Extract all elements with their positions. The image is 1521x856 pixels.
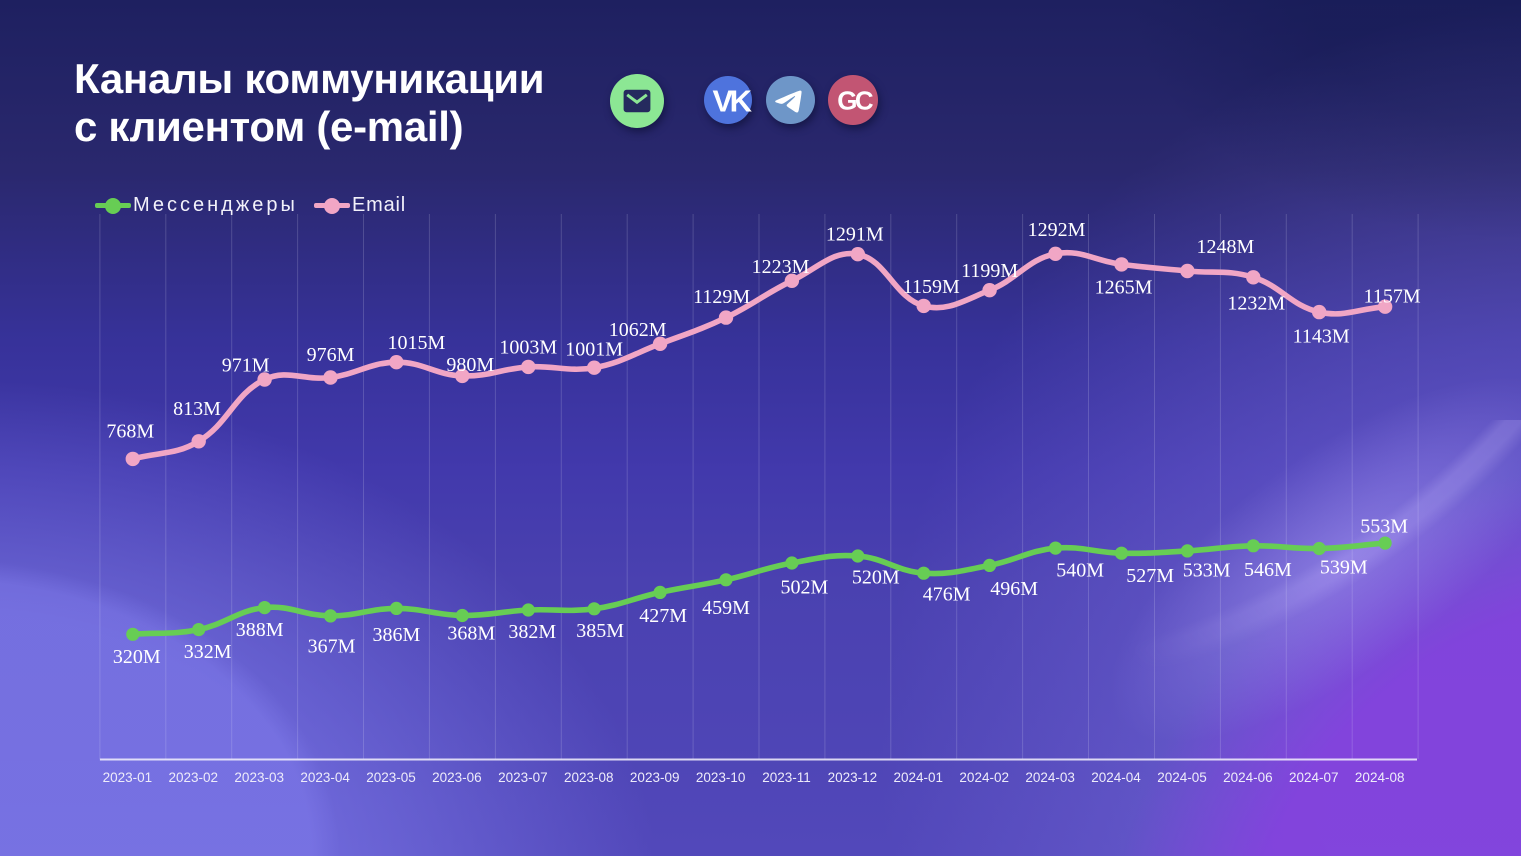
- svg-text:367M: 367M: [308, 635, 356, 657]
- svg-text:2023-07: 2023-07: [498, 770, 548, 785]
- svg-text:533M: 533M: [1183, 560, 1231, 582]
- svg-text:971M: 971M: [222, 355, 270, 377]
- svg-text:2023-12: 2023-12: [828, 770, 878, 785]
- svg-text:386M: 386M: [373, 624, 421, 646]
- svg-text:388M: 388M: [236, 619, 284, 641]
- svg-text:2024-06: 2024-06: [1223, 770, 1273, 785]
- svg-text:1143M: 1143M: [1293, 326, 1350, 348]
- svg-text:459M: 459M: [702, 597, 750, 619]
- svg-text:2024-02: 2024-02: [959, 770, 1009, 785]
- svg-text:976M: 976M: [307, 344, 355, 366]
- svg-text:2023-08: 2023-08: [564, 770, 614, 785]
- svg-text:502M: 502M: [781, 577, 829, 599]
- svg-text:1159M: 1159M: [903, 276, 960, 298]
- svg-text:1129M: 1129M: [693, 286, 750, 308]
- svg-text:2024-07: 2024-07: [1289, 770, 1339, 785]
- svg-text:2023-11: 2023-11: [762, 770, 811, 785]
- svg-text:553M: 553M: [1360, 516, 1408, 538]
- svg-text:2023-04: 2023-04: [300, 770, 350, 785]
- svg-text:2023-05: 2023-05: [366, 770, 416, 785]
- svg-text:2024-04: 2024-04: [1091, 770, 1141, 785]
- svg-text:368M: 368M: [447, 622, 495, 644]
- svg-text:1199M: 1199M: [961, 260, 1018, 282]
- svg-text:2023-06: 2023-06: [432, 770, 482, 785]
- svg-text:540M: 540M: [1056, 560, 1104, 582]
- svg-text:1157M: 1157M: [1364, 286, 1421, 308]
- svg-text:1001M: 1001M: [565, 338, 623, 360]
- svg-text:1248M: 1248M: [1197, 236, 1255, 258]
- svg-text:GC: GC: [837, 85, 874, 115]
- svg-text:1223M: 1223M: [752, 256, 810, 278]
- svg-text:1015M: 1015M: [388, 332, 446, 354]
- svg-text:813M: 813M: [173, 398, 221, 420]
- svg-text:1003M: 1003M: [499, 336, 557, 358]
- svg-text:427M: 427M: [639, 605, 687, 627]
- svg-text:768M: 768M: [106, 421, 154, 443]
- svg-text:2023-02: 2023-02: [169, 770, 219, 785]
- svg-text:2024-01: 2024-01: [894, 770, 944, 785]
- svg-text:2023-01: 2023-01: [103, 770, 153, 785]
- svg-text:385M: 385M: [576, 620, 624, 642]
- svg-text:2024-03: 2024-03: [1025, 770, 1075, 785]
- svg-text:546M: 546M: [1244, 559, 1292, 581]
- svg-text:496M: 496M: [990, 578, 1038, 600]
- svg-text:1291M: 1291M: [826, 224, 884, 246]
- svg-text:520M: 520M: [852, 567, 900, 589]
- svg-text:527M: 527M: [1126, 565, 1174, 587]
- svg-text:2024-08: 2024-08: [1355, 770, 1405, 785]
- svg-text:1292M: 1292M: [1028, 219, 1086, 241]
- svg-text:2023-09: 2023-09: [630, 770, 680, 785]
- svg-text:980M: 980M: [446, 354, 494, 376]
- svg-text:332M: 332M: [184, 641, 232, 663]
- svg-text:1062M: 1062M: [609, 319, 667, 341]
- svg-text:2024-05: 2024-05: [1157, 770, 1207, 785]
- svg-text:476M: 476M: [923, 583, 971, 605]
- svg-text:539M: 539M: [1320, 556, 1368, 578]
- svg-text:2023-03: 2023-03: [234, 770, 284, 785]
- svg-text:320M: 320M: [113, 646, 161, 668]
- svg-text:382M: 382M: [508, 621, 556, 643]
- svg-text:1265M: 1265M: [1095, 276, 1153, 298]
- svg-text:2023-10: 2023-10: [696, 770, 746, 785]
- svg-text:1232M: 1232M: [1227, 292, 1285, 314]
